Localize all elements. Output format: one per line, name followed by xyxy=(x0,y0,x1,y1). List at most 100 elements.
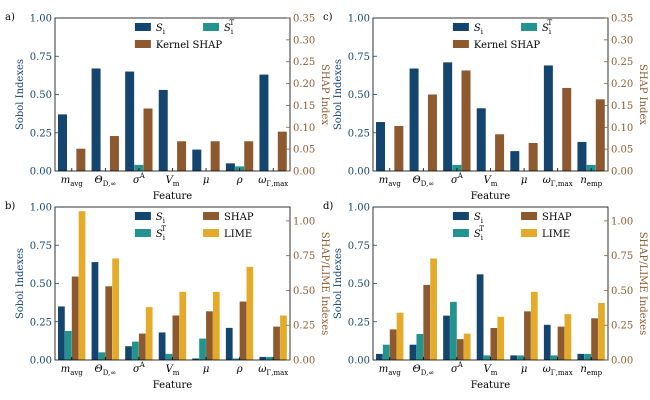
left-tick-label: 1.00 xyxy=(348,203,370,214)
bar-sit-2 xyxy=(452,164,462,171)
right-tick-label: 0.25 xyxy=(293,321,315,332)
right-tick-label: 0.00 xyxy=(293,167,315,178)
bar-lime-4 xyxy=(530,291,538,360)
bar-sit-3 xyxy=(165,353,173,360)
left-tick-label: 0.00 xyxy=(348,167,370,178)
bar-kernelshap-5 xyxy=(244,141,254,171)
bar-si-4 xyxy=(192,358,200,360)
legend-swatch xyxy=(203,23,220,31)
left-tick-label: 0.75 xyxy=(348,52,370,63)
bar-si-1 xyxy=(91,68,101,171)
bar-lime-5 xyxy=(246,266,254,360)
x-tick-label: ΘD,∞ xyxy=(413,175,435,188)
right-tick-label: 0.10 xyxy=(611,123,633,134)
legend-label: SiT xyxy=(224,19,235,36)
left-tick-label: 1.00 xyxy=(348,14,370,25)
right-tick-label: 0.15 xyxy=(611,101,633,112)
right-tick-label: 0.75 xyxy=(293,251,315,262)
left-tick-label: 0.00 xyxy=(348,356,370,367)
bar-sit-3 xyxy=(483,355,491,360)
left-tick-label: 0.25 xyxy=(30,317,52,328)
legend-swatch xyxy=(134,40,151,48)
left-axis-label: Sobol Indexes xyxy=(333,59,344,130)
right-axis-label: SHAP/LIME Indexes xyxy=(637,232,648,336)
panel-c: 0.00 0.25 0.50 0.75 1.00 0.00 0.05 0.10 0.15 0.20… xyxy=(323,12,648,202)
left-tick-label: 0.75 xyxy=(30,241,52,252)
legend-label: SiT xyxy=(542,19,553,36)
bar-sit-2 xyxy=(132,341,139,360)
x-tick-label: ρ xyxy=(236,364,243,375)
panel-letter: d) xyxy=(323,201,333,212)
right-tick-label: 1.00 xyxy=(611,216,633,227)
bar-si-2 xyxy=(125,71,135,171)
legend-swatch xyxy=(452,229,469,237)
bar-si-0 xyxy=(376,353,383,360)
x-tick-label: σA xyxy=(133,361,146,375)
legend-label: LIME xyxy=(542,229,570,240)
bar-shap-6 xyxy=(273,326,280,360)
bar-lime-0 xyxy=(78,211,86,360)
right-axis-label: SHAP Index xyxy=(319,64,330,125)
bar-si-6 xyxy=(259,356,267,360)
bar-si-0 xyxy=(58,114,68,171)
legend-swatch xyxy=(134,23,151,31)
x-tick-label: σA xyxy=(133,172,146,186)
bar-shap-2 xyxy=(138,333,146,360)
x-tick-label: ωΓ,max xyxy=(258,364,288,377)
bar-sit-0 xyxy=(64,330,72,360)
bar-kernelshap-1 xyxy=(109,136,119,171)
bar-si-3 xyxy=(158,89,168,171)
bar-si-4 xyxy=(510,151,520,171)
bar-kernelshap-3 xyxy=(495,134,505,171)
bar-sit-0 xyxy=(382,344,390,360)
bar-sit-4 xyxy=(517,355,524,360)
panel-b: 0.00 0.25 0.50 0.75 1.00 0.00 0.25 0.50 0.75 1.00… xyxy=(5,201,330,391)
x-tick-label: mavg xyxy=(61,364,84,377)
bar-lime-3 xyxy=(497,316,505,360)
bar-si-6 xyxy=(577,141,587,171)
legend-swatch xyxy=(134,229,151,237)
bar-lime-2 xyxy=(145,307,153,360)
right-tick-label: 0.35 xyxy=(611,14,633,25)
left-tick-label: 0.00 xyxy=(30,167,52,178)
bar-si-6 xyxy=(577,353,585,360)
right-axis-label: SHAP Index xyxy=(637,64,648,125)
bar-lime-6 xyxy=(598,302,605,360)
x-tick-label: mavg xyxy=(61,175,84,188)
x-tick-label: ωΓ,max xyxy=(543,364,573,377)
legend-swatch xyxy=(452,40,469,48)
bar-kernelshap-6 xyxy=(595,99,605,171)
bar-si-1 xyxy=(409,344,417,360)
x-tick-label: ΘD,∞ xyxy=(95,175,117,188)
x-tick-label: ωΓ,max xyxy=(543,175,573,188)
bar-lime-4 xyxy=(212,291,220,360)
x-tick-label: Vm xyxy=(166,175,180,188)
bar-si-3 xyxy=(476,108,486,171)
right-tick-label: 0.00 xyxy=(611,356,633,367)
legend-label: SiT xyxy=(156,225,167,242)
bar-si-4 xyxy=(192,149,202,171)
legend-swatch xyxy=(521,212,538,220)
bar-sit-2 xyxy=(134,164,144,171)
bar-si-4 xyxy=(510,355,518,360)
left-tick-label: 0.50 xyxy=(30,90,52,101)
right-axis-label: SHAP/LIME Indexes xyxy=(319,232,330,336)
bar-shap-3 xyxy=(490,328,498,360)
bar-kernelshap-3 xyxy=(177,141,187,171)
legend-label: Kernel SHAP xyxy=(474,40,540,51)
legend-label: Si xyxy=(474,212,484,225)
right-tick-label: 0.50 xyxy=(611,286,633,297)
bar-lime-1 xyxy=(430,258,437,360)
bar-si-0 xyxy=(58,306,65,360)
bar-kernelshap-0 xyxy=(394,125,404,171)
bar-sit-6 xyxy=(266,356,274,360)
legend-swatch xyxy=(452,23,469,31)
right-tick-label: 0.00 xyxy=(293,356,315,367)
legend-label: Si xyxy=(156,23,166,36)
left-tick-label: 0.75 xyxy=(348,241,370,252)
bar-sit-1 xyxy=(416,333,424,360)
x-tick-label: mavg xyxy=(379,364,402,377)
right-tick-label: 0.25 xyxy=(611,57,633,68)
